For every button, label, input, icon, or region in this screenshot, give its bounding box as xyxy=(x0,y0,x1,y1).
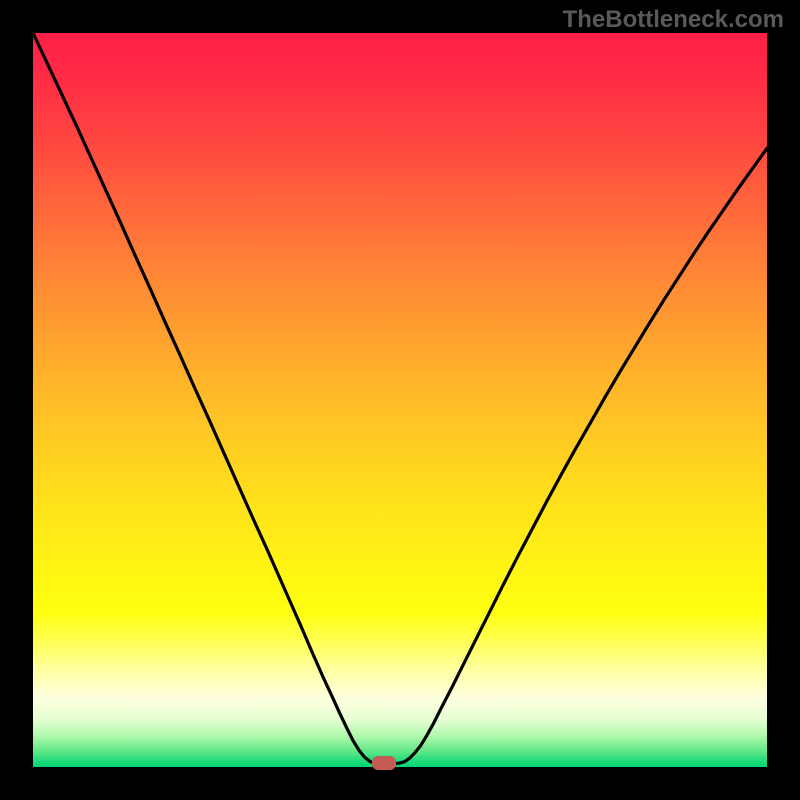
curve-svg xyxy=(33,33,767,767)
chart-frame: TheBottleneck.com xyxy=(0,0,800,800)
minimum-marker xyxy=(372,756,396,770)
watermark-text: TheBottleneck.com xyxy=(563,6,784,34)
plot-area xyxy=(33,33,767,767)
bottleneck-curve xyxy=(33,33,767,763)
